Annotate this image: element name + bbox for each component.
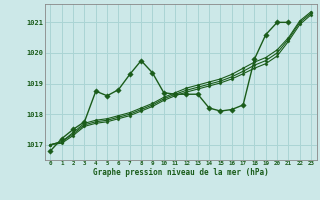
X-axis label: Graphe pression niveau de la mer (hPa): Graphe pression niveau de la mer (hPa) — [93, 168, 269, 177]
